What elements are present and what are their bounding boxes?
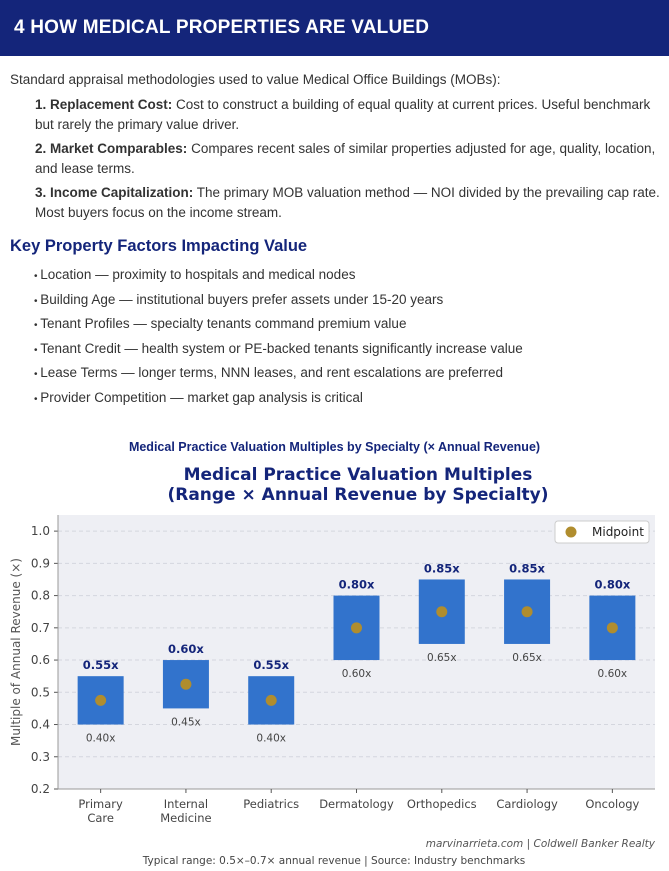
midpoint-marker [521, 606, 533, 618]
x-tick-label: Primary [78, 797, 123, 811]
low-label: 0.65x [427, 652, 457, 664]
x-tick-label: Internal [164, 797, 208, 811]
factor-item: Lease Terms — longer terms, NNN leases, … [34, 362, 669, 387]
factor-item: Location — proximity to hospitals and me… [34, 264, 669, 289]
legend-marker [565, 526, 577, 538]
method-label: 3. Income Capitalization: [35, 185, 194, 200]
midpoint-marker [436, 606, 448, 618]
midpoint-marker [606, 622, 618, 634]
chart-title: (Range × Annual Revenue by Specialty) [167, 485, 548, 505]
section-title: 4 HOW MEDICAL PROPERTIES ARE VALUED [14, 17, 430, 38]
legend-box [554, 520, 650, 544]
midpoint-marker [180, 678, 192, 690]
x-tick-label: Orthopedics [407, 797, 477, 811]
high-label: 0.55x [253, 658, 289, 672]
y-axis-label: Multiple of Annual Revenue (×) [9, 558, 23, 746]
chart-footnote: Typical range: 0.5×–0.7× annual revenue … [142, 855, 526, 867]
legend-label: Midpoint [592, 525, 644, 539]
low-label: 0.45x [171, 716, 201, 728]
y-tick-label: 0.9 [31, 556, 50, 570]
y-tick-label: 0.2 [31, 782, 50, 796]
low-label: 0.60x [342, 668, 372, 680]
low-label: 0.60x [598, 668, 628, 680]
y-tick-label: 1.0 [31, 524, 50, 538]
high-label: 0.85x [424, 561, 460, 575]
factor-item: Provider Competition — market gap analys… [34, 387, 669, 412]
x-tick-label: Medicine [160, 811, 211, 825]
low-label: 0.40x [256, 733, 286, 745]
method-item: 2. Market Comparables: Compares recent s… [35, 139, 669, 179]
y-tick-label: 0.4 [31, 718, 50, 732]
x-tick-label: Oncology [585, 797, 639, 811]
method-label: 2. Market Comparables: [35, 141, 188, 156]
high-label: 0.80x [339, 578, 375, 592]
method-text: Compares recent sales of similar propert… [35, 141, 656, 176]
factor-item: Building Age — institutional buyers pref… [34, 289, 669, 314]
high-label: 0.60x [168, 642, 204, 656]
chart-credit: marvinarrieta.com | Coldwell Banker Real… [426, 838, 656, 850]
method-item: 3. Income Capitalization: The primary MO… [35, 183, 669, 223]
factor-item: Tenant Profiles — specialty tenants comm… [34, 313, 669, 338]
x-tick-label: Pediatrics [243, 797, 299, 811]
factors-list: Location — proximity to hospitals and me… [0, 264, 669, 411]
factor-item: Tenant Credit — health system or PE-back… [34, 338, 669, 363]
y-tick-label: 0.3 [31, 750, 50, 764]
y-tick-label: 0.8 [31, 589, 50, 603]
y-tick-label: 0.6 [31, 653, 50, 667]
valuation-chart: Medical Practice Valuation Multiples(Ran… [9, 465, 656, 867]
method-item: 1. Replacement Cost: Cost to construct a… [35, 95, 669, 135]
high-label: 0.80x [594, 578, 630, 592]
low-label: 0.40x [86, 733, 116, 745]
method-text: Cost to construct a building of equal qu… [35, 97, 651, 132]
midpoint-marker [265, 694, 277, 706]
intro-text: Standard appraisal methodologies used to… [10, 72, 501, 87]
x-tick-label: Dermatology [319, 797, 394, 811]
y-tick-label: 0.5 [31, 685, 50, 699]
high-label: 0.55x [83, 658, 119, 672]
chart-caption: Medical Practice Valuation Multiples by … [128, 440, 541, 454]
factors-heading: Key Property Factors Impacting Value [10, 237, 308, 255]
midpoint-marker [351, 622, 362, 634]
x-tick-label: Cardiology [496, 797, 558, 811]
y-tick-label: 0.7 [31, 621, 50, 635]
low-label: 0.65x [512, 652, 542, 664]
x-tick-label: Care [87, 811, 114, 825]
method-text: The primary MOB valuation method — NOI d… [35, 185, 660, 220]
method-label: 1. Replacement Cost: [35, 97, 173, 112]
chart-title: Medical Practice Valuation Multiples [184, 465, 533, 485]
high-label: 0.85x [509, 561, 545, 575]
midpoint-marker [95, 694, 107, 706]
methods-list: 1. Replacement Cost: Cost to construct a… [0, 95, 669, 223]
section-header: 4 HOW MEDICAL PROPERTIES ARE VALUED [0, 0, 669, 56]
